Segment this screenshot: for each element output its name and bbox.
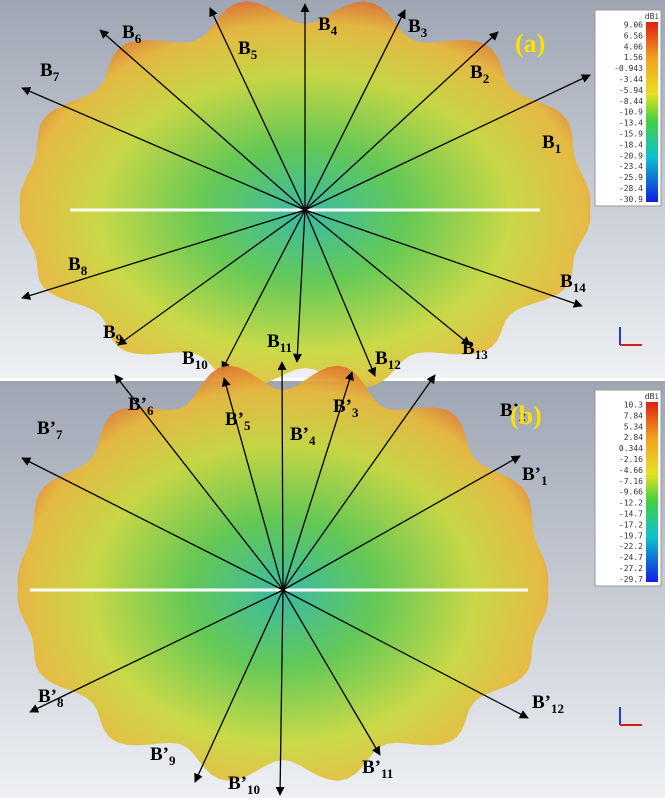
colorbar-tick-label: -10.9 bbox=[619, 108, 643, 117]
colorbar-tick-label: -12.2 bbox=[619, 499, 643, 508]
beam-index: 6 bbox=[147, 403, 154, 418]
beam-letter: B’ bbox=[228, 773, 247, 794]
beam-index: 7 bbox=[56, 427, 63, 442]
beam-index: 10 bbox=[247, 782, 260, 797]
beam-letter: B bbox=[470, 62, 483, 83]
beam-letter: B bbox=[560, 271, 573, 292]
beam-letter: B’ bbox=[522, 464, 541, 485]
colorbar-tick-label: -28.4 bbox=[619, 184, 643, 193]
colorbar-tick-label: -4.66 bbox=[619, 466, 643, 475]
colorbar-tick-label: -0.943 bbox=[614, 64, 643, 73]
beam-index: 1 bbox=[541, 473, 548, 488]
beam-index: 3 bbox=[421, 25, 428, 40]
colorbar-tick-label: 6.56 bbox=[624, 31, 643, 40]
beam-index: 13 bbox=[475, 347, 489, 362]
beam-letter: B’ bbox=[362, 757, 381, 778]
beam-letter: B bbox=[462, 338, 475, 359]
beam-index: 12 bbox=[551, 701, 564, 716]
beam-letter: B bbox=[40, 60, 53, 81]
beam-letter: B bbox=[238, 38, 251, 59]
colorbar-unit: dBi bbox=[645, 12, 660, 21]
panel-label: (a) bbox=[515, 29, 545, 58]
colorbar-tick-label: -15.9 bbox=[619, 130, 643, 139]
figure: B1B2B3B4B5B6B7B8B9B10B11B12B13B14(a)dBi9… bbox=[0, 0, 665, 798]
colorbar-tick-label: -20.9 bbox=[619, 151, 643, 160]
colorbar-tick-label: 0.344 bbox=[619, 444, 643, 453]
beam-index: 2 bbox=[483, 71, 490, 86]
panel-label: (b) bbox=[510, 401, 542, 430]
colorbar-tick-label: 5.34 bbox=[624, 422, 643, 431]
colorbar-tick-label: 2.84 bbox=[624, 433, 643, 442]
beam-letter: B bbox=[182, 348, 195, 369]
colorbar-tick-label: -2.16 bbox=[619, 455, 643, 464]
colorbar-tick-label: -7.16 bbox=[619, 477, 643, 486]
colorbar-tick-label: -27.2 bbox=[619, 564, 643, 573]
beam-letter: B bbox=[267, 331, 280, 352]
colorbar-tick-label: 7.84 bbox=[624, 411, 643, 420]
colorbar-tick-label: 10.3 bbox=[624, 401, 643, 410]
colorbar-tick-label: -25.9 bbox=[619, 173, 643, 182]
beam-letter: B bbox=[318, 14, 331, 35]
beam-letter: B bbox=[68, 254, 81, 275]
colorbar-tick-label: -5.94 bbox=[619, 86, 643, 95]
beam-letter: B bbox=[375, 348, 388, 369]
beam-index: 1 bbox=[555, 141, 562, 156]
beam-letter: B bbox=[122, 22, 135, 43]
colorbar-tick-label: -19.7 bbox=[619, 531, 643, 540]
beam-letter: B’ bbox=[290, 424, 309, 445]
colorbar bbox=[646, 22, 658, 202]
beam-index: 6 bbox=[135, 31, 142, 46]
beam-letter: B’ bbox=[532, 692, 551, 713]
beam-letter: B’ bbox=[333, 396, 352, 417]
beam-index: 12 bbox=[388, 357, 401, 372]
beam-index: 8 bbox=[81, 263, 88, 278]
beam-letter: B’ bbox=[150, 744, 169, 765]
colorbar-tick-label: -30.9 bbox=[619, 195, 643, 204]
colorbar-tick-label: 4.06 bbox=[624, 42, 643, 51]
colorbar-tick-label: -29.7 bbox=[619, 575, 643, 584]
colorbar-tick-label: 1.56 bbox=[624, 53, 643, 62]
beam-index: 14 bbox=[573, 280, 587, 295]
beam-letter: B’ bbox=[128, 394, 147, 415]
colorbar-tick-label: 9.06 bbox=[624, 21, 643, 30]
colorbar-tick-label: -13.4 bbox=[619, 119, 643, 128]
beam-index: 5 bbox=[251, 47, 258, 62]
colorbar-tick-label: -24.7 bbox=[619, 553, 643, 562]
beam-index: 4 bbox=[331, 23, 338, 38]
colorbar-tick-label: -9.66 bbox=[619, 488, 643, 497]
beam-letter: B bbox=[103, 322, 116, 343]
beam-index: 11 bbox=[280, 340, 292, 355]
beam-index: 8 bbox=[57, 695, 64, 710]
colorbar bbox=[646, 402, 658, 582]
beam-letter: B bbox=[408, 16, 421, 37]
colorbar-tick-label: -23.4 bbox=[619, 162, 643, 171]
colorbar-tick-label: -22.2 bbox=[619, 542, 643, 551]
beam-letter: B bbox=[542, 132, 555, 153]
beam-letter: B’ bbox=[38, 686, 57, 707]
beam-index: 3 bbox=[352, 405, 359, 420]
beam-index: 10 bbox=[195, 357, 208, 372]
colorbar-tick-label: -18.4 bbox=[619, 140, 643, 149]
colorbar-tick-label: -3.44 bbox=[619, 75, 643, 84]
beam-index: 9 bbox=[116, 331, 123, 346]
beam-index: 7 bbox=[53, 69, 60, 84]
beam-index: 4 bbox=[309, 433, 316, 448]
colorbar-tick-label: -17.2 bbox=[619, 520, 643, 529]
beam-index: 11 bbox=[381, 766, 393, 781]
beam-index: 9 bbox=[169, 753, 176, 768]
colorbar-tick-label: -14.7 bbox=[619, 510, 643, 519]
colorbar-unit: dBi bbox=[645, 392, 660, 401]
beam-letter: B’ bbox=[225, 409, 244, 430]
beam-index: 5 bbox=[244, 418, 251, 433]
beam-letter: B’ bbox=[37, 418, 56, 439]
colorbar-tick-label: -8.44 bbox=[619, 97, 643, 106]
